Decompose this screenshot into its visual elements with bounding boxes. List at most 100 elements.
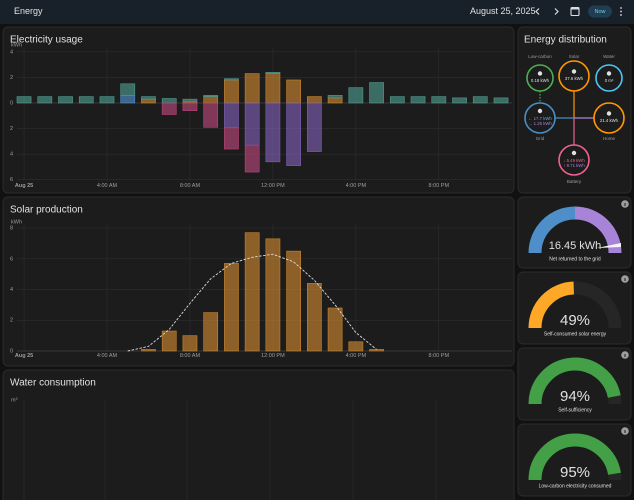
flow-node xyxy=(526,64,554,92)
bar-segment xyxy=(307,96,322,104)
calendar-button[interactable] xyxy=(570,6,580,17)
node-value: → 1.25 kWh xyxy=(528,121,552,126)
bar-segment xyxy=(265,238,281,352)
menu-button[interactable] xyxy=(620,7,622,16)
bar-segment xyxy=(224,263,239,352)
bar-segment xyxy=(452,97,467,104)
chart-title: Solar production xyxy=(10,205,83,216)
node-value: 0 m³ xyxy=(605,78,614,83)
node-value: 0.18 kWh xyxy=(531,78,550,83)
bar-segment xyxy=(327,95,343,99)
node-label: Grid xyxy=(536,136,545,141)
bar-segment xyxy=(161,330,177,352)
bar-segment xyxy=(327,307,343,352)
page-title: Energy xyxy=(14,6,43,16)
gauge-fill xyxy=(528,357,621,405)
x-tick-label: 8:00 AM xyxy=(180,353,201,359)
bar-segment xyxy=(244,144,260,173)
prev-button[interactable] xyxy=(535,8,540,15)
info-icon-mark xyxy=(624,278,626,281)
flow-node xyxy=(595,64,623,92)
node-icon xyxy=(571,69,577,74)
x-tick-label: 12:00 PM xyxy=(261,183,285,189)
node-label: Solar xyxy=(569,54,580,59)
info-icon-mark xyxy=(624,354,626,357)
now-button-label[interactable]: Now xyxy=(594,9,605,15)
y-tick-label: 2 xyxy=(10,318,13,324)
node-icon xyxy=(606,71,612,76)
bar-segment xyxy=(78,96,94,104)
node-value: ↑ 9.71 kWh xyxy=(563,163,585,168)
gauge-value: 16.45 kWh xyxy=(549,240,602,252)
node-value: 21.4 kWh xyxy=(600,118,619,123)
x-tick-label: 8:00 AM xyxy=(180,183,201,189)
bar-segment xyxy=(286,102,301,166)
x-tick-label: Aug 25 xyxy=(15,183,33,189)
bar-segment xyxy=(369,349,384,352)
y-tick-label: 0 xyxy=(10,348,13,354)
node-icon xyxy=(606,111,612,116)
card xyxy=(517,347,632,421)
menu-dot xyxy=(620,10,622,13)
bar-segment xyxy=(244,73,260,104)
bar-segment xyxy=(161,102,177,115)
y-tick-label: 2 xyxy=(10,126,13,132)
gauge-arc xyxy=(528,206,576,254)
gauge-label: Self-sufficiency xyxy=(558,407,592,413)
bar-segment xyxy=(203,95,219,97)
gauge-value: 94% xyxy=(560,388,590,405)
info-icon-mark xyxy=(624,203,626,206)
menu-dot xyxy=(620,7,622,9)
bar-segment xyxy=(348,87,364,104)
bar-segment xyxy=(141,98,156,104)
flow-lines xyxy=(539,91,594,145)
water-grid xyxy=(23,400,437,500)
flow-node xyxy=(524,102,556,134)
bar-segment xyxy=(120,95,136,104)
flow-node xyxy=(593,102,625,134)
x-tick-label: Aug 25 xyxy=(15,353,33,359)
top-bar xyxy=(0,0,634,24)
gauge-label: Self-consumed solar energy xyxy=(544,331,607,337)
menu-dot xyxy=(620,14,622,16)
gauge-label: Low-carbon electricity consumed xyxy=(539,483,612,489)
calendar-icon-top xyxy=(571,7,579,10)
bar-segment xyxy=(182,102,198,111)
y-tick-label: 4 xyxy=(10,49,13,55)
bar-segment xyxy=(203,312,219,352)
gauge-value: 49% xyxy=(560,312,590,329)
bar-segment xyxy=(265,73,281,104)
bar-segment xyxy=(182,335,198,352)
bar-segment xyxy=(161,98,177,104)
bar-segment xyxy=(37,96,53,104)
flow-node xyxy=(558,60,590,92)
y-tick-label: 0 xyxy=(10,100,13,106)
gauge-label: Net returned to the grid xyxy=(549,256,601,262)
bar-segment xyxy=(203,102,219,128)
y-tick-label: 6 xyxy=(10,177,13,183)
y-tick-label: 6 xyxy=(10,256,13,262)
card xyxy=(517,423,632,497)
bar-segment xyxy=(348,341,364,352)
bar-segment xyxy=(58,96,73,104)
x-tick-label: 8:00 PM xyxy=(429,183,450,189)
y-tick-label: 4 xyxy=(10,152,13,158)
bar-segment xyxy=(286,79,301,104)
info-icon-mark xyxy=(624,430,626,433)
next-button[interactable] xyxy=(554,8,559,15)
bar-segment xyxy=(182,98,198,103)
now-button[interactable] xyxy=(588,5,612,18)
y-unit: m³ xyxy=(11,397,18,403)
y-unit: kWh xyxy=(11,219,22,225)
x-tick-label: 4:00 PM xyxy=(346,183,367,189)
node-icon xyxy=(571,150,577,156)
node-value: ↓ 5.49 kWh xyxy=(563,158,585,163)
node-label: Battery xyxy=(567,179,582,184)
bar-segment xyxy=(244,232,260,352)
x-tick-label: 12:00 PM xyxy=(261,353,285,359)
chart-title: Water consumption xyxy=(10,378,96,389)
bar-segment xyxy=(327,97,343,104)
date-label[interactable]: August 25, 2025 xyxy=(470,6,536,16)
forecast-line xyxy=(127,253,377,352)
